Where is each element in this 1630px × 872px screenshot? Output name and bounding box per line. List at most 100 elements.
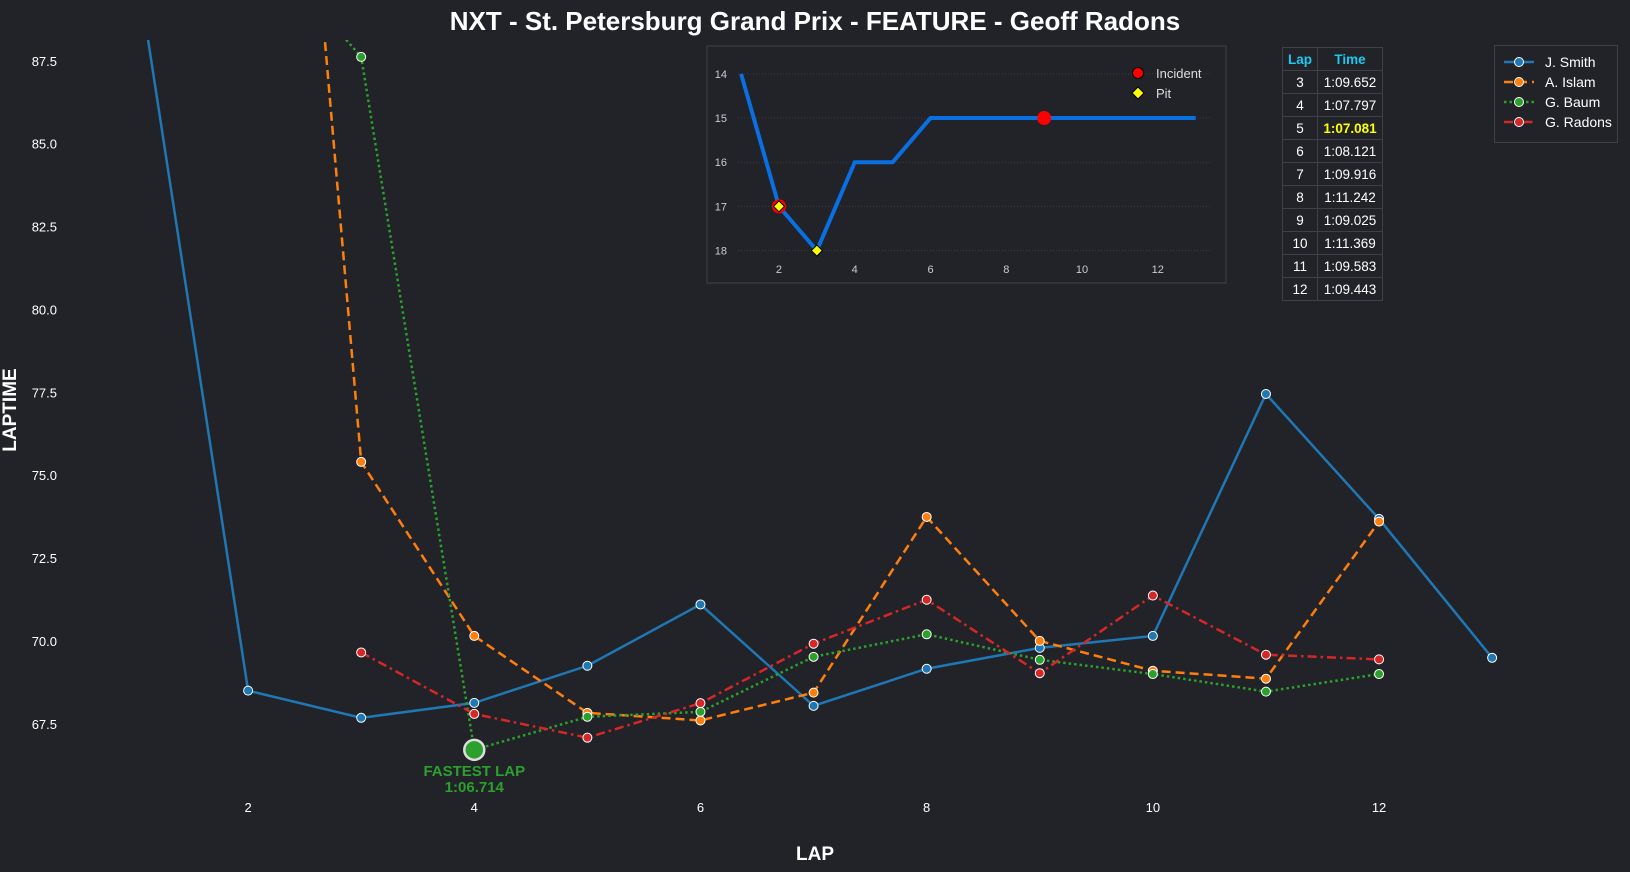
data-point [582, 711, 593, 722]
lap-cell: 3 [1282, 70, 1318, 94]
legend-label: A. Islam [1545, 74, 1596, 90]
data-point [356, 51, 367, 62]
inset-position-chart [706, 45, 1227, 284]
table-row: 7 1:09.916 [1282, 162, 1383, 186]
x-tick-label: 12 [1372, 800, 1386, 815]
data-point [921, 511, 932, 522]
fastest-lap-time: 1:06.714 [445, 779, 505, 796]
plot-area [146, 40, 1498, 755]
time-cell: 1:09.443 [1317, 277, 1383, 301]
inset-x-tick-label: 2 [776, 264, 782, 276]
data-point [1147, 669, 1158, 680]
legend-item: A. Islam [1503, 72, 1617, 92]
table-row: 9 1:09.025 [1282, 208, 1383, 232]
data-point [921, 594, 932, 605]
lap-cell: 6 [1282, 139, 1318, 163]
legend-item: G. Radons [1503, 112, 1617, 132]
time-cell: 1:07.797 [1317, 93, 1383, 117]
fastest-lap-marker [463, 738, 486, 762]
table-row: 5 1:07.081 [1282, 116, 1383, 140]
inset-x-tick-label: 12 [1152, 264, 1164, 276]
x-tick-label: 8 [923, 800, 930, 815]
data-point [1374, 654, 1385, 665]
legend-item: G. Baum [1503, 92, 1617, 112]
table-header-lap: Lap [1282, 47, 1318, 71]
time-cell: 1:09.583 [1317, 254, 1383, 278]
legend-line-icon [1504, 57, 1534, 67]
y-tick-label: 77.5 [32, 385, 57, 400]
y-tick-label: 75.0 [32, 468, 57, 483]
y-tick-label: 80.0 [32, 302, 57, 317]
inset-x-tick-label: 8 [1003, 264, 1009, 276]
data-point [582, 660, 593, 671]
y-tick-label: 82.5 [32, 220, 57, 235]
y-tick-label: 72.5 [32, 551, 57, 566]
pit-marker [772, 200, 786, 213]
x-tick-label: 10 [1146, 800, 1160, 815]
incident-marker [1037, 111, 1052, 126]
chart-title: NXT - St. Petersburg Grand Prix - FEATUR… [449, 6, 1181, 36]
lap-cell: 8 [1282, 185, 1318, 209]
y-tick-label: 70.0 [32, 634, 57, 649]
data-point [808, 700, 819, 711]
table-row: 11 1:09.583 [1282, 254, 1383, 278]
data-point [1147, 590, 1158, 601]
inset-y-tick-label: 16 [715, 157, 727, 169]
x-tick-label: 6 [697, 800, 704, 815]
data-point [582, 732, 593, 743]
time-cell: 1:09.916 [1317, 162, 1383, 186]
data-point [1034, 654, 1045, 665]
time-cell: 1:08.121 [1317, 139, 1383, 163]
inset-y-tick-label: 14 [715, 69, 727, 81]
data-point [1487, 652, 1498, 663]
legend-pit-label: Pit [1156, 86, 1172, 101]
data-point [1260, 388, 1271, 399]
legend-incident-label: Incident [1156, 66, 1202, 81]
data-point [1034, 635, 1045, 646]
series-line-g-baum [344, 40, 1380, 752]
x-axis-label: LAP [796, 844, 834, 865]
lap-cell: 11 [1282, 254, 1318, 278]
data-point [243, 685, 254, 696]
data-point [1374, 516, 1385, 527]
data-point [808, 651, 819, 662]
table-header-time: Time [1317, 47, 1383, 71]
table-row: 6 1:08.121 [1282, 139, 1383, 163]
table-row: 12 1:09.443 [1282, 277, 1383, 301]
table-row: 4 1:07.797 [1282, 93, 1383, 117]
data-point [921, 629, 932, 640]
data-point [1034, 668, 1045, 679]
time-cell: 1:09.652 [1317, 70, 1383, 94]
data-point [1260, 673, 1271, 684]
legend-incident-icon [1132, 67, 1144, 79]
lap-cell: 12 [1282, 277, 1318, 301]
data-point [356, 712, 367, 723]
time-cell: 1:07.081 [1317, 116, 1383, 140]
pit-marker [810, 244, 824, 257]
legend: J. Smith A. Islam G. Baum G. Radons [1494, 45, 1618, 143]
x-tick-label: 4 [471, 800, 478, 815]
time-cell: 1:11.242 [1317, 185, 1383, 209]
lap-cell: 9 [1282, 208, 1318, 232]
table-row: 8 1:11.242 [1282, 185, 1383, 209]
time-cell: 1:11.369 [1317, 231, 1383, 255]
data-point [808, 687, 819, 698]
data-point [356, 456, 367, 467]
data-point [1374, 669, 1385, 680]
data-point [695, 706, 706, 717]
legend-pit-icon [1131, 86, 1145, 100]
y-tick-label: 85.0 [32, 137, 57, 152]
legend-label: J. Smith [1545, 54, 1596, 70]
data-point [356, 647, 367, 658]
lap-time-table: Lap Time 3 1:09.652 4 1:07.797 5 1:07.081 6 1:0… [1282, 47, 1383, 301]
inset-y-tick-label: 15 [715, 113, 727, 125]
fastest-lap-label: FASTEST LAP [423, 763, 525, 780]
lap-cell: 10 [1282, 231, 1318, 255]
legend-label: G. Baum [1545, 94, 1601, 110]
data-point [695, 715, 706, 726]
legend-line-icon [1504, 97, 1534, 107]
data-point [921, 663, 932, 674]
legend-item: J. Smith [1503, 52, 1617, 72]
data-point [1260, 686, 1271, 697]
